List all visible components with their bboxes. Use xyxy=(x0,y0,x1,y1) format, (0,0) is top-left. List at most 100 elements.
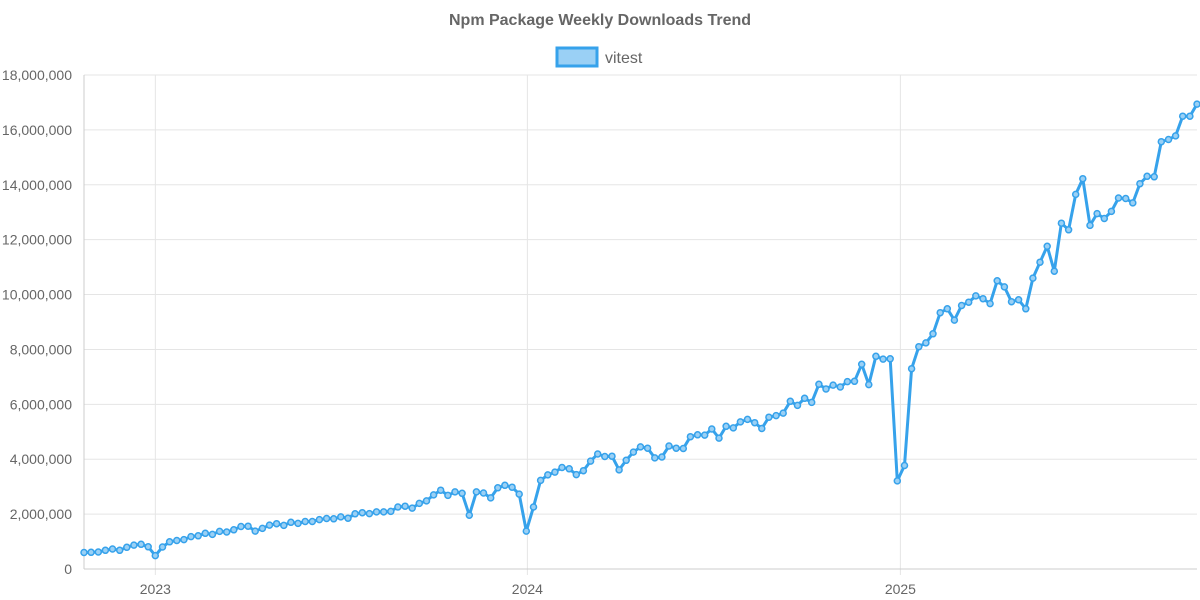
data-point[interactable] xyxy=(94,548,103,556)
data-point[interactable] xyxy=(579,466,588,475)
data-point[interactable] xyxy=(857,360,866,369)
data-point[interactable] xyxy=(1093,209,1101,218)
data-point[interactable] xyxy=(351,510,359,518)
data-point[interactable] xyxy=(422,497,431,505)
data-point[interactable] xyxy=(87,548,95,557)
data-point[interactable] xyxy=(372,508,381,516)
data-point[interactable] xyxy=(515,490,523,498)
data-point[interactable] xyxy=(80,548,88,557)
data-point[interactable] xyxy=(458,489,466,498)
legend-label[interactable]: vitest xyxy=(605,50,643,67)
data-point[interactable] xyxy=(586,457,595,465)
data-point[interactable] xyxy=(736,418,745,426)
data-point[interactable] xyxy=(836,383,845,391)
data-point[interactable] xyxy=(258,524,267,533)
data-point[interactable] xyxy=(322,514,331,523)
data-point[interactable] xyxy=(1150,173,1158,181)
data-point[interactable] xyxy=(950,316,959,324)
data-point[interactable] xyxy=(993,277,1001,285)
data-point[interactable] xyxy=(201,529,210,538)
data-point[interactable] xyxy=(601,452,609,461)
data-point[interactable] xyxy=(929,330,937,338)
data-point[interactable] xyxy=(551,468,559,476)
data-point[interactable] xyxy=(208,530,217,539)
data-point[interactable] xyxy=(251,527,259,535)
data-point[interactable] xyxy=(387,507,395,516)
data-point[interactable] xyxy=(979,294,987,303)
data-point[interactable] xyxy=(800,394,809,403)
data-point[interactable] xyxy=(636,443,645,451)
data-point[interactable] xyxy=(1071,190,1080,199)
data-point[interactable] xyxy=(565,465,573,473)
data-point[interactable] xyxy=(900,461,909,470)
data-point[interactable] xyxy=(187,532,195,541)
data-point[interactable] xyxy=(501,481,509,490)
data-point[interactable] xyxy=(843,377,852,386)
data-point[interactable] xyxy=(672,444,680,452)
data-point[interactable] xyxy=(379,508,388,516)
data-point[interactable] xyxy=(536,476,545,485)
data-point[interactable] xyxy=(964,298,973,306)
data-point[interactable] xyxy=(850,377,859,386)
data-point[interactable] xyxy=(972,292,980,300)
data-point[interactable] xyxy=(615,466,623,474)
data-point[interactable] xyxy=(829,381,837,389)
data-point[interactable] xyxy=(151,551,160,560)
data-point[interactable] xyxy=(494,484,502,492)
data-point[interactable] xyxy=(786,397,795,406)
data-point[interactable] xyxy=(472,488,481,496)
data-point[interactable] xyxy=(1036,258,1044,266)
data-point[interactable] xyxy=(465,511,474,519)
legend[interactable]: vitest xyxy=(555,46,643,68)
data-point[interactable] xyxy=(451,488,459,496)
data-point[interactable] xyxy=(1193,100,1200,108)
data-point[interactable] xyxy=(144,543,152,551)
data-point[interactable] xyxy=(772,411,780,420)
data-point[interactable] xyxy=(415,499,424,508)
data-point[interactable] xyxy=(708,425,716,433)
data-point[interactable] xyxy=(986,299,994,308)
data-point[interactable] xyxy=(651,454,659,462)
data-point[interactable] xyxy=(572,470,581,479)
data-point[interactable] xyxy=(722,422,730,431)
data-point[interactable] xyxy=(779,409,787,417)
data-point[interactable] xyxy=(365,509,374,518)
data-point[interactable] xyxy=(508,483,516,491)
data-point[interactable] xyxy=(301,517,309,526)
data-point[interactable] xyxy=(215,527,224,536)
data-point[interactable] xyxy=(629,448,638,456)
data-point[interactable] xyxy=(265,521,274,529)
data-point[interactable] xyxy=(686,432,695,441)
data-point[interactable] xyxy=(1000,283,1009,291)
data-point[interactable] xyxy=(886,355,894,363)
data-point[interactable] xyxy=(750,418,759,427)
data-point[interactable] xyxy=(115,546,124,555)
data-point[interactable] xyxy=(608,452,616,460)
data-point[interactable] xyxy=(123,543,131,552)
data-point[interactable] xyxy=(1014,296,1023,304)
data-point[interactable] xyxy=(822,385,830,393)
data-point[interactable] xyxy=(194,532,202,540)
data-point[interactable] xyxy=(130,541,138,549)
data-point[interactable] xyxy=(1107,207,1116,216)
data-point[interactable] xyxy=(1022,305,1030,313)
data-point[interactable] xyxy=(1064,226,1073,234)
data-point[interactable] xyxy=(1121,194,1130,203)
data-point[interactable] xyxy=(1164,135,1173,144)
data-point[interactable] xyxy=(1171,132,1180,140)
data-point[interactable] xyxy=(679,444,688,453)
data-point[interactable] xyxy=(280,521,288,530)
data-point[interactable] xyxy=(715,434,723,442)
data-point[interactable] xyxy=(165,538,174,546)
data-point[interactable] xyxy=(622,456,630,465)
data-point[interactable] xyxy=(1029,274,1037,282)
data-point[interactable] xyxy=(665,442,673,450)
data-point[interactable] xyxy=(444,491,452,500)
data-point[interactable] xyxy=(294,519,302,528)
data-point[interactable] xyxy=(522,527,531,535)
data-point[interactable] xyxy=(558,463,566,472)
data-point[interactable] xyxy=(1114,194,1123,202)
data-point[interactable] xyxy=(108,545,117,553)
data-point[interactable] xyxy=(1079,174,1087,183)
data-point[interactable] xyxy=(237,522,245,531)
